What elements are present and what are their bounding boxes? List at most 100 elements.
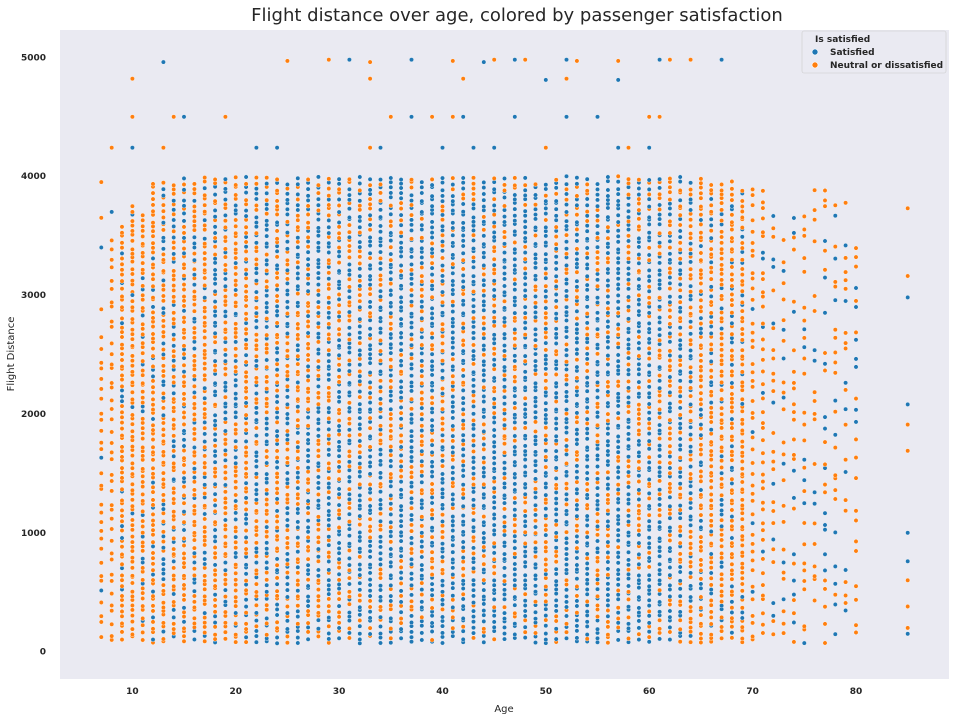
point-dissatisfied xyxy=(98,510,104,515)
point-satisfied xyxy=(584,609,590,614)
point-dissatisfied xyxy=(388,602,394,608)
point-satisfied xyxy=(357,389,363,394)
point-satisfied xyxy=(398,316,404,322)
point-dissatisfied xyxy=(667,436,673,442)
point-dissatisfied xyxy=(605,411,611,417)
point-dissatisfied xyxy=(688,187,693,193)
point-satisfied xyxy=(605,482,611,487)
point-satisfied xyxy=(305,256,311,262)
point-satisfied xyxy=(388,546,394,552)
point-dissatisfied xyxy=(615,332,621,338)
point-satisfied xyxy=(677,378,683,384)
point-dissatisfied xyxy=(181,315,187,321)
point-dissatisfied xyxy=(688,541,693,547)
point-satisfied xyxy=(553,433,559,439)
point-satisfied xyxy=(491,550,497,556)
point-satisfied xyxy=(491,587,497,593)
point-satisfied xyxy=(336,394,342,400)
point-satisfied xyxy=(564,181,569,187)
point-dissatisfied xyxy=(284,447,290,452)
point-satisfied xyxy=(326,559,332,564)
point-satisfied xyxy=(460,418,466,424)
point-dissatisfied xyxy=(346,486,352,492)
point-dissatisfied xyxy=(357,298,363,304)
point-satisfied xyxy=(481,378,487,383)
point-satisfied xyxy=(553,316,559,321)
point-satisfied xyxy=(564,594,569,599)
point-satisfied xyxy=(564,389,569,395)
point-dissatisfied xyxy=(657,230,662,236)
point-dissatisfied xyxy=(471,551,476,556)
point-dissatisfied xyxy=(160,492,166,498)
point-dissatisfied xyxy=(191,431,197,437)
point-dissatisfied xyxy=(181,421,187,427)
point-dissatisfied xyxy=(233,588,239,593)
point-satisfied xyxy=(336,571,342,577)
point-dissatisfied xyxy=(574,414,580,420)
point-dissatisfied xyxy=(212,577,218,583)
point-satisfied xyxy=(274,312,280,318)
point-dissatisfied xyxy=(295,336,301,342)
point-dissatisfied xyxy=(305,309,311,314)
point-dissatisfied xyxy=(243,326,249,332)
point-satisfied xyxy=(512,400,518,406)
point-satisfied xyxy=(378,624,383,629)
point-dissatisfied xyxy=(378,358,383,363)
point-satisfied xyxy=(398,538,404,544)
point-satisfied xyxy=(688,241,693,247)
point-dissatisfied xyxy=(398,439,404,445)
point-satisfied xyxy=(367,282,373,288)
point-satisfied xyxy=(605,300,611,306)
point-satisfied xyxy=(626,266,631,271)
point-dissatisfied xyxy=(129,559,135,565)
point-dissatisfied xyxy=(419,487,425,493)
point-dissatisfied xyxy=(202,453,208,459)
point-satisfied xyxy=(502,532,507,538)
point-dissatisfied xyxy=(388,635,394,641)
point-dissatisfied xyxy=(419,411,425,417)
point-dissatisfied xyxy=(264,396,270,402)
point-dissatisfied xyxy=(419,592,425,597)
point-satisfied xyxy=(522,582,528,588)
point-dissatisfied xyxy=(564,232,569,238)
point-dissatisfied xyxy=(140,630,146,635)
point-dissatisfied xyxy=(595,593,600,599)
point-satisfied xyxy=(615,212,621,218)
point-satisfied xyxy=(636,610,642,615)
point-satisfied xyxy=(636,283,642,289)
point-dissatisfied xyxy=(243,412,249,418)
point-dissatisfied xyxy=(191,621,197,626)
point-satisfied xyxy=(502,625,507,630)
point-satisfied xyxy=(388,593,394,599)
point-dissatisfied xyxy=(512,374,518,380)
point-satisfied xyxy=(450,409,456,415)
point-dissatisfied xyxy=(543,271,549,276)
point-satisfied xyxy=(409,556,414,562)
point-dissatisfied xyxy=(264,502,270,507)
point-dissatisfied xyxy=(191,353,197,359)
point-dissatisfied xyxy=(305,225,311,231)
point-satisfied xyxy=(253,391,259,396)
point-dissatisfied xyxy=(98,502,104,508)
point-satisfied xyxy=(584,591,590,597)
point-dissatisfied xyxy=(284,348,290,354)
point-dissatisfied xyxy=(150,390,156,395)
point-satisfied xyxy=(346,496,352,502)
point-satisfied xyxy=(398,523,404,529)
point-dissatisfied xyxy=(129,517,135,523)
point-dissatisfied xyxy=(471,181,476,187)
point-satisfied xyxy=(481,399,487,404)
point-satisfied xyxy=(543,448,549,454)
point-dissatisfied xyxy=(150,539,156,545)
point-dissatisfied xyxy=(202,471,208,476)
point-satisfied xyxy=(657,453,662,459)
point-satisfied xyxy=(574,261,580,267)
point-dissatisfied xyxy=(667,245,673,251)
point-dissatisfied xyxy=(543,298,549,304)
point-satisfied xyxy=(326,591,332,597)
point-dissatisfied xyxy=(305,352,311,358)
point-satisfied xyxy=(471,593,476,599)
point-satisfied xyxy=(533,326,538,332)
point-satisfied xyxy=(398,635,404,641)
point-satisfied xyxy=(584,476,590,482)
